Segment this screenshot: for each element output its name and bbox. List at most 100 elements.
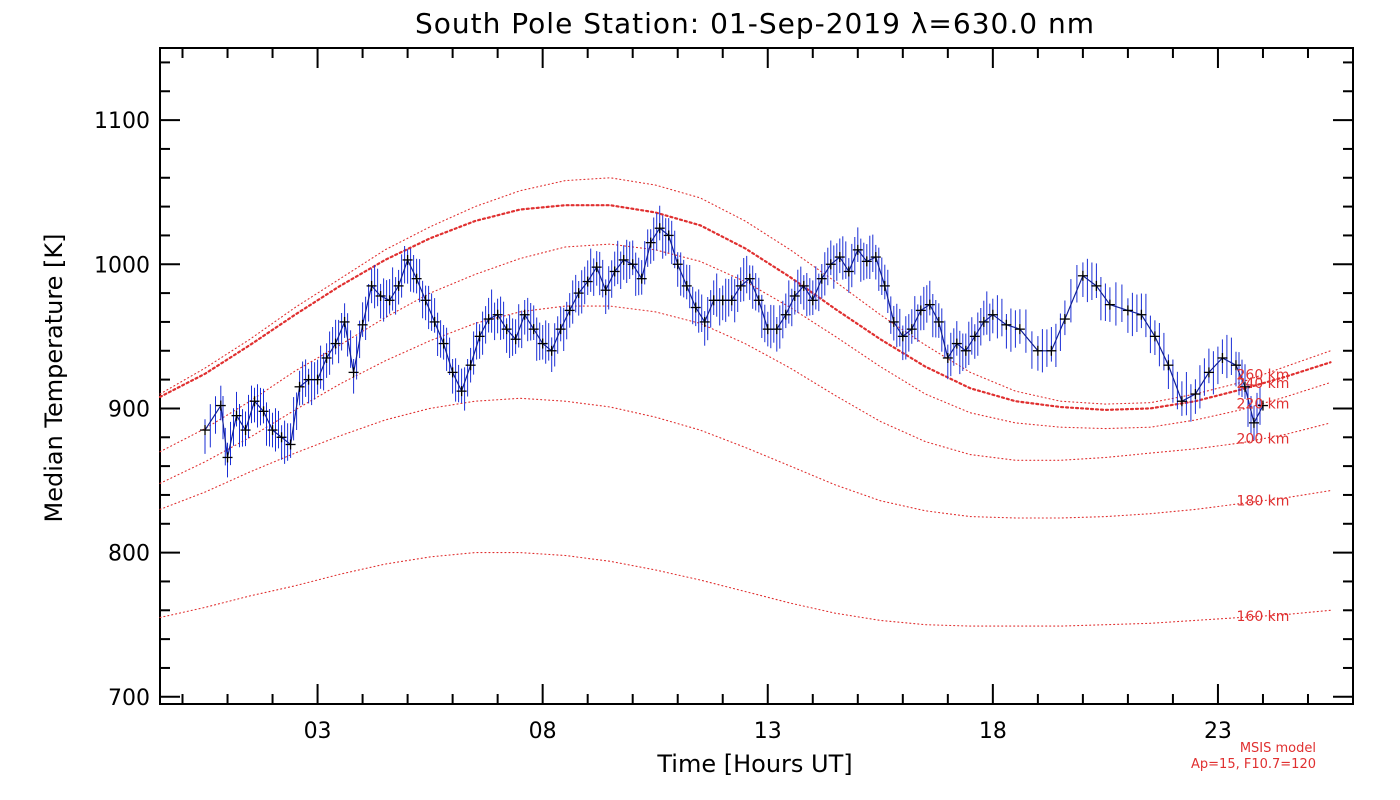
x-axis-label: Time [Hours UT] [656,750,852,778]
data-point [357,319,368,330]
data-point [852,244,863,255]
data-point [321,352,332,363]
data-point [1203,367,1214,378]
data-point [816,273,827,284]
data-point [492,309,503,320]
data-point [915,305,926,316]
data-point [285,439,296,450]
msis-model-note: MSIS model [1240,741,1316,756]
data-point [933,316,944,327]
data-point [1122,305,1133,316]
axis-ticks: 03 08 13 18 23 700 800 900 1000 1100 [94,48,1354,744]
data-point [1001,319,1012,330]
data-point [501,324,512,335]
data-point [1091,280,1102,291]
y-tick-label: 1000 [94,253,150,278]
data-point [215,400,226,411]
data-point [384,295,395,306]
data-point [474,331,485,342]
data-point [627,259,638,270]
data-point [753,295,764,306]
data-point [969,331,980,342]
data-point [222,452,233,463]
data-point [456,386,467,397]
data-point [339,316,350,327]
data-point [1136,309,1147,320]
data-point [240,425,251,436]
y-axis-label: Median Temperature [K] [40,233,68,522]
data-point [987,309,998,320]
data-point [789,290,800,301]
msis-curve-180-km [159,397,1332,519]
y-tick-label: 900 [108,397,150,422]
data-point [1176,396,1187,407]
data-point [825,259,836,270]
data-point [672,259,683,270]
data-point [348,367,359,378]
data-point [1230,360,1241,371]
data-point [1217,352,1228,363]
data-point [726,295,737,306]
data-point [1163,360,1174,371]
data-point [1190,389,1201,400]
msis-label-220-km: 220 km [1237,396,1290,412]
data-point [564,305,575,316]
data-point [1104,299,1115,310]
data-point [510,334,521,345]
data-point [960,345,971,356]
msis-curve-240-km [158,204,1332,412]
chart-title: South Pole Station: 01-Sep-2019 λ=630.0 … [415,7,1095,40]
data-point [231,410,242,421]
data-point [744,273,755,284]
data-point [942,352,953,363]
data-point [735,280,746,291]
data-point [528,324,539,335]
data-point [420,295,431,306]
x-tick-label: 03 [304,719,332,744]
data-point [807,295,818,306]
data-point [663,230,674,241]
x-tick-label: 18 [979,719,1007,744]
data-point [393,280,404,291]
data-point [1149,331,1160,342]
data-point [654,223,665,234]
data-point [267,425,278,436]
data-point [1257,400,1268,411]
data-point [690,302,701,313]
data-point [834,252,845,263]
measurement-series [200,205,1268,478]
data-point [618,254,629,265]
data-point [276,432,287,443]
data-point [798,280,809,291]
data-point [708,295,719,306]
msis-label-160-km: 160 km [1237,609,1290,625]
data-point [483,314,494,325]
data-point [249,396,260,407]
measurement-line [204,227,1264,458]
data-point [303,374,314,385]
data-point [906,324,917,335]
msis-curve-160-km [159,552,1332,627]
data-point [573,288,584,299]
msis-label-260-km: 260 km [1237,368,1290,384]
data-point [447,367,458,378]
msis-parameters-note: Ap=15, F10.7=120 [1191,757,1316,772]
data-point [582,276,593,287]
data-point [879,280,890,291]
data-point [636,273,647,284]
data-point [411,273,422,284]
data-point [645,237,656,248]
measurement-line-core [204,227,1264,458]
data-point [951,338,962,349]
data-point [1077,270,1088,281]
data-point [402,254,413,265]
data-point [888,316,899,327]
data-point [1014,324,1025,335]
y-tick-label: 700 [108,686,150,711]
data-point [771,324,782,335]
y-tick-label: 1100 [94,109,150,134]
msis-curve-200-km [159,305,1332,484]
